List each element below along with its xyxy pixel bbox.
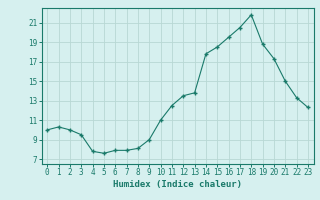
X-axis label: Humidex (Indice chaleur): Humidex (Indice chaleur)	[113, 180, 242, 189]
